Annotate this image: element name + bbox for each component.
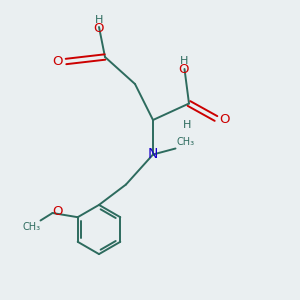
Text: H: H — [182, 119, 191, 130]
Text: O: O — [53, 205, 63, 218]
Text: CH₃: CH₃ — [177, 137, 195, 147]
Text: H: H — [180, 56, 188, 67]
Text: H: H — [95, 15, 103, 26]
Text: N: N — [147, 148, 158, 161]
Text: O: O — [179, 63, 189, 76]
Text: O: O — [52, 55, 62, 68]
Text: CH₃: CH₃ — [22, 221, 40, 232]
Text: O: O — [94, 22, 104, 35]
Text: O: O — [220, 112, 230, 126]
